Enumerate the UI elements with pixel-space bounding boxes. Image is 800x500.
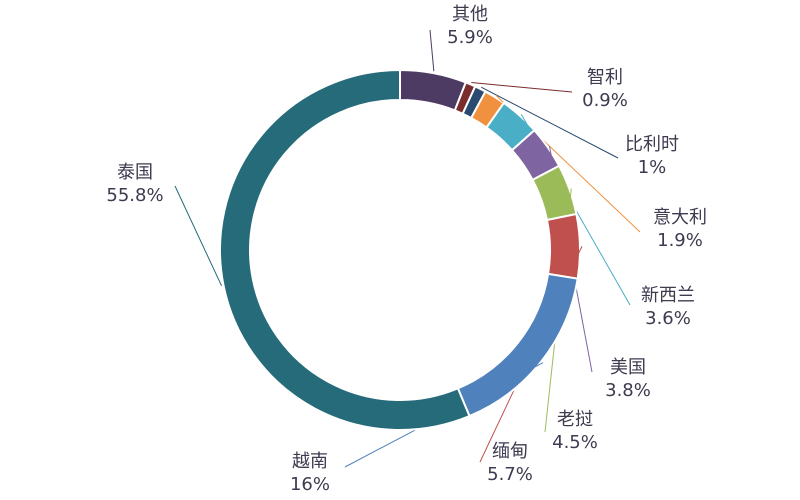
leader-line [471, 82, 573, 93]
slice-value-label: 5.9% [447, 27, 493, 48]
slice-value-label: 4.5% [552, 432, 598, 453]
slice-value-label: 0.9% [582, 90, 628, 111]
slice-label: 比利时 [625, 134, 679, 155]
slice-label: 老挝 [557, 409, 593, 430]
slice-value-label: 16% [290, 474, 330, 495]
slice-value-label: 1.9% [657, 230, 703, 251]
leader-line [429, 29, 435, 72]
slice-label: 其他 [452, 4, 488, 25]
leader-line [481, 86, 619, 159]
leader-line [174, 185, 223, 287]
slice-label: 缅甸 [492, 441, 528, 462]
slice-value-label: 3.6% [645, 308, 691, 329]
slice-label: 越南 [292, 451, 328, 472]
slice-value-label: 1% [638, 157, 667, 178]
slice-value-label: 5.7% [487, 464, 533, 485]
slice-label: 泰国 [117, 162, 153, 183]
slice-label: 美国 [610, 357, 646, 378]
donut-slice [399, 68, 468, 112]
slice-value-label: 3.8% [605, 380, 651, 401]
slice-label: 新西兰 [641, 285, 695, 306]
donut-slice [456, 272, 579, 418]
slice-label: 智利 [587, 67, 623, 88]
donut-slice [219, 68, 471, 431]
slice-value-label: 55.8% [106, 185, 163, 206]
slice-label: 意大利 [653, 207, 707, 228]
donut-slice [545, 212, 581, 280]
